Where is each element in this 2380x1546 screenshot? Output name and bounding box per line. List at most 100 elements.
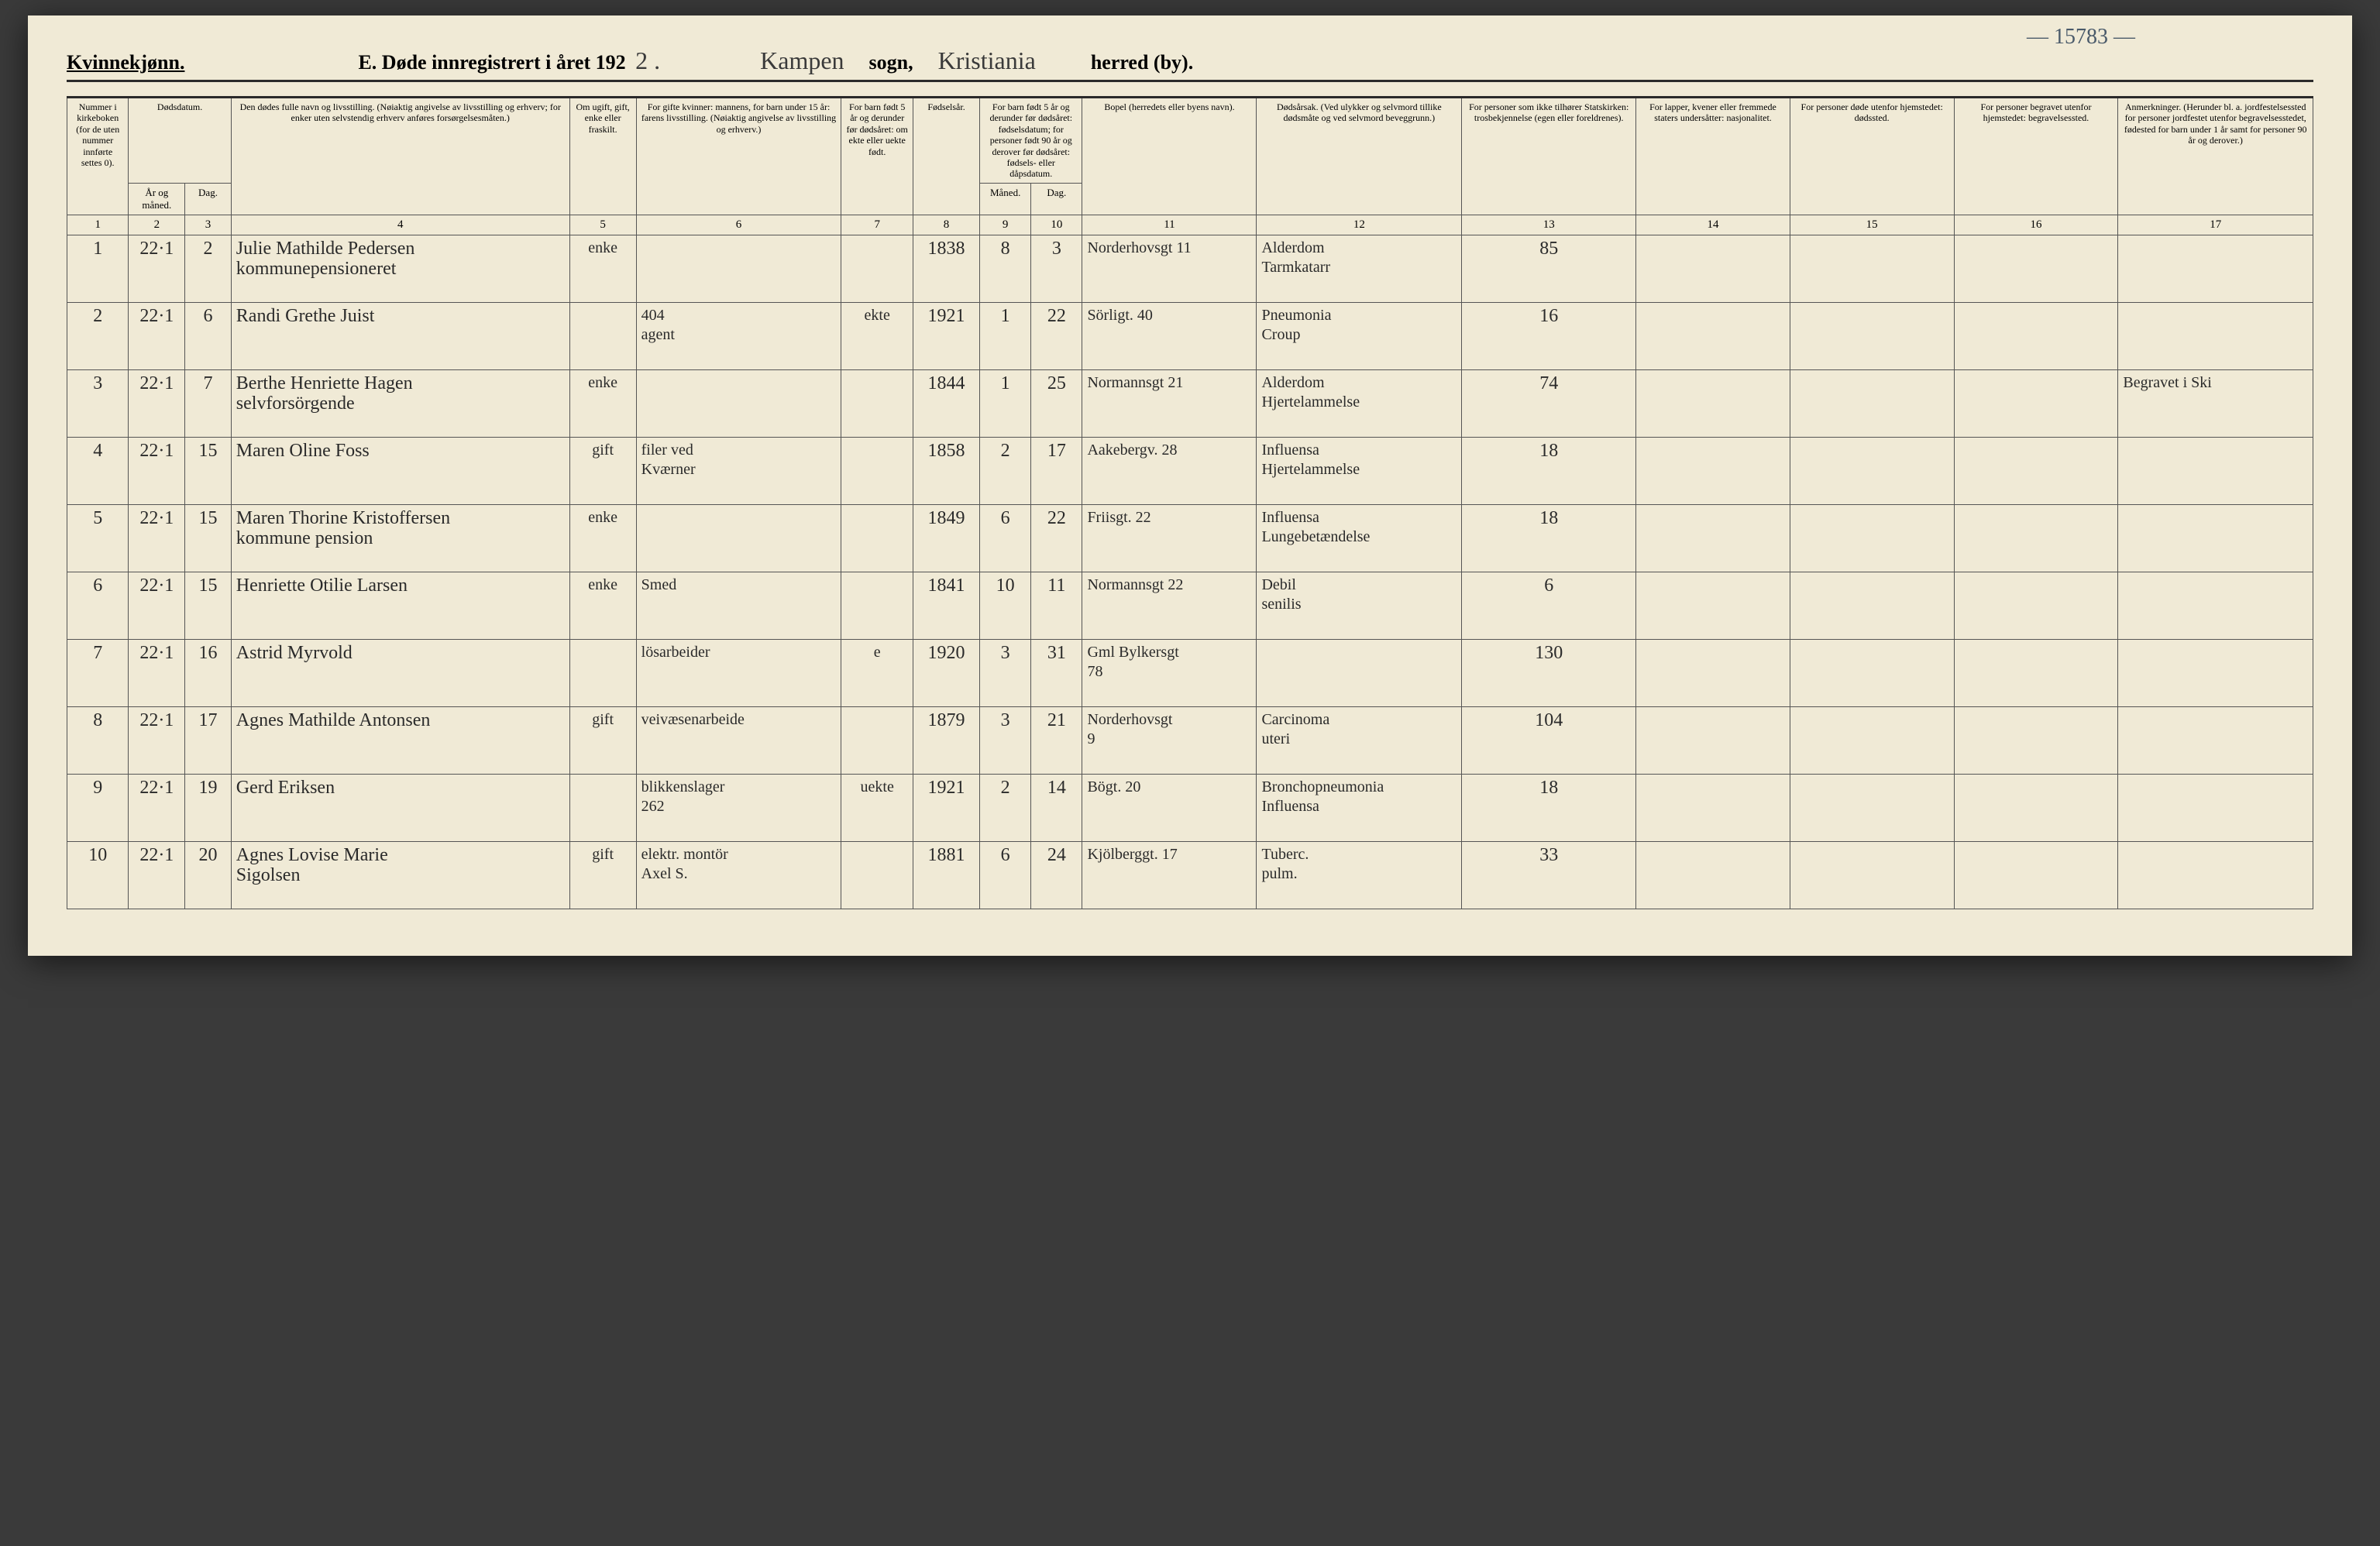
spouse-father: 404agent <box>636 302 841 369</box>
remarks <box>2118 302 2313 369</box>
colnum: 12 <box>1257 215 1462 235</box>
col-16 <box>1954 774 2118 841</box>
row-number: 8 <box>67 706 129 774</box>
birth-day: 22 <box>1031 504 1082 572</box>
table-row: 1022·120Agnes Lovise MarieSigolsengiftel… <box>67 841 2313 909</box>
col-13: 104 <box>1462 706 1636 774</box>
death-year-month: 22·1 <box>129 369 185 437</box>
residence: Norderhovsgt 11 <box>1082 235 1257 302</box>
table-row: 322·17Berthe Henriette Hagenselvforsörge… <box>67 369 2313 437</box>
col-13: 130 <box>1462 639 1636 706</box>
row-number: 5 <box>67 504 129 572</box>
col-15 <box>1790 235 1954 302</box>
cause-of-death: PneumoniaCroup <box>1257 302 1462 369</box>
spouse-father <box>636 504 841 572</box>
birth-month: 3 <box>980 706 1031 774</box>
birth-year: 1879 <box>913 706 980 774</box>
birth-month: 2 <box>980 437 1031 504</box>
col-3-header: Dag. <box>185 183 232 215</box>
colnum: 3 <box>185 215 232 235</box>
birth-year: 1838 <box>913 235 980 302</box>
col-15-header: For personer døde utenfor hjemstedet: dø… <box>1790 98 1954 215</box>
col-15 <box>1790 841 1954 909</box>
sogn-value: Kampen <box>755 46 848 74</box>
remarks <box>2118 437 2313 504</box>
birth-year: 1881 <box>913 841 980 909</box>
birth-month: 6 <box>980 841 1031 909</box>
col-15 <box>1790 437 1954 504</box>
table-row: 822·117Agnes Mathilde Antonsengiftveivæs… <box>67 706 2313 774</box>
death-day: 15 <box>185 437 232 504</box>
birth-month: 1 <box>980 302 1031 369</box>
name-occupation: Agnes Mathilde Antonsen <box>231 706 569 774</box>
col-14 <box>1636 706 1790 774</box>
cause-of-death: AlderdomHjertelammelse <box>1257 369 1462 437</box>
birth-month: 1 <box>980 369 1031 437</box>
register-table: Nummer i kirke­boken (for de uten nummer… <box>67 96 2313 909</box>
row-number: 1 <box>67 235 129 302</box>
death-year-month: 22·1 <box>129 235 185 302</box>
death-day: 17 <box>185 706 232 774</box>
colnum: 13 <box>1462 215 1636 235</box>
table-head: Nummer i kirke­boken (for de uten nummer… <box>67 98 2313 235</box>
death-year-month: 22·1 <box>129 504 185 572</box>
col-13: 85 <box>1462 235 1636 302</box>
civil-status: enke <box>569 572 636 639</box>
col-14 <box>1636 437 1790 504</box>
colnum: 9 <box>980 215 1031 235</box>
death-year-month: 22·1 <box>129 706 185 774</box>
colnum: 1 <box>67 215 129 235</box>
civil-status <box>569 302 636 369</box>
spouse-father: lösarbeider <box>636 639 841 706</box>
table-row: 722·116Astrid Myrvoldlösarbeidere1920331… <box>67 639 2313 706</box>
legitimacy: uekte <box>841 774 913 841</box>
col-13: 18 <box>1462 437 1636 504</box>
col-13-header: For personer som ikke tilhører Statskirk… <box>1462 98 1636 215</box>
col-15 <box>1790 774 1954 841</box>
col-13: 33 <box>1462 841 1636 909</box>
gender-heading: Kvinnekjønn. <box>67 51 184 74</box>
table-row: 922·119Gerd Eriksenblikkenslager262uekte… <box>67 774 2313 841</box>
col-8-header: Fødsels­år. <box>913 98 980 215</box>
birth-day: 31 <box>1031 639 1082 706</box>
col-13: 16 <box>1462 302 1636 369</box>
birth-day: 11 <box>1031 572 1082 639</box>
colnum: 10 <box>1031 215 1082 235</box>
civil-status: enke <box>569 504 636 572</box>
civil-status <box>569 639 636 706</box>
death-day: 15 <box>185 504 232 572</box>
col-1-header: Nummer i kirke­boken (for de uten nummer… <box>67 98 129 215</box>
birth-day: 22 <box>1031 302 1082 369</box>
row-number: 7 <box>67 639 129 706</box>
col-14 <box>1636 235 1790 302</box>
legitimacy <box>841 572 913 639</box>
civil-status: gift <box>569 841 636 909</box>
birth-day: 25 <box>1031 369 1082 437</box>
colnum: 17 <box>2118 215 2313 235</box>
spouse-father: filer vedKværner <box>636 437 841 504</box>
col-13: 18 <box>1462 774 1636 841</box>
spouse-father: Smed <box>636 572 841 639</box>
residence: Norderhovsgt9 <box>1082 706 1257 774</box>
title-prefix: E. Døde innregistrert i året 192 <box>358 51 625 74</box>
legitimacy <box>841 504 913 572</box>
page-header: Kvinnekjønn. E. Døde innregistrert i åre… <box>67 46 2313 82</box>
spouse-father: elektr. montörAxel S. <box>636 841 841 909</box>
death-day: 15 <box>185 572 232 639</box>
col-2b-header: År og måned. <box>129 183 185 215</box>
header-rule <box>67 80 2313 82</box>
remarks: Begravet i Ski <box>2118 369 2313 437</box>
cause-of-death: BronchopneumoniaInfluensa <box>1257 774 1462 841</box>
col-16 <box>1954 841 2118 909</box>
cause-of-death <box>1257 639 1462 706</box>
birth-month: 3 <box>980 639 1031 706</box>
birth-year: 1921 <box>913 774 980 841</box>
spouse-father <box>636 369 841 437</box>
death-day: 16 <box>185 639 232 706</box>
colnum: 4 <box>231 215 569 235</box>
birth-month: 10 <box>980 572 1031 639</box>
col-14 <box>1636 774 1790 841</box>
spouse-father <box>636 235 841 302</box>
col-15 <box>1790 706 1954 774</box>
birth-month: 6 <box>980 504 1031 572</box>
